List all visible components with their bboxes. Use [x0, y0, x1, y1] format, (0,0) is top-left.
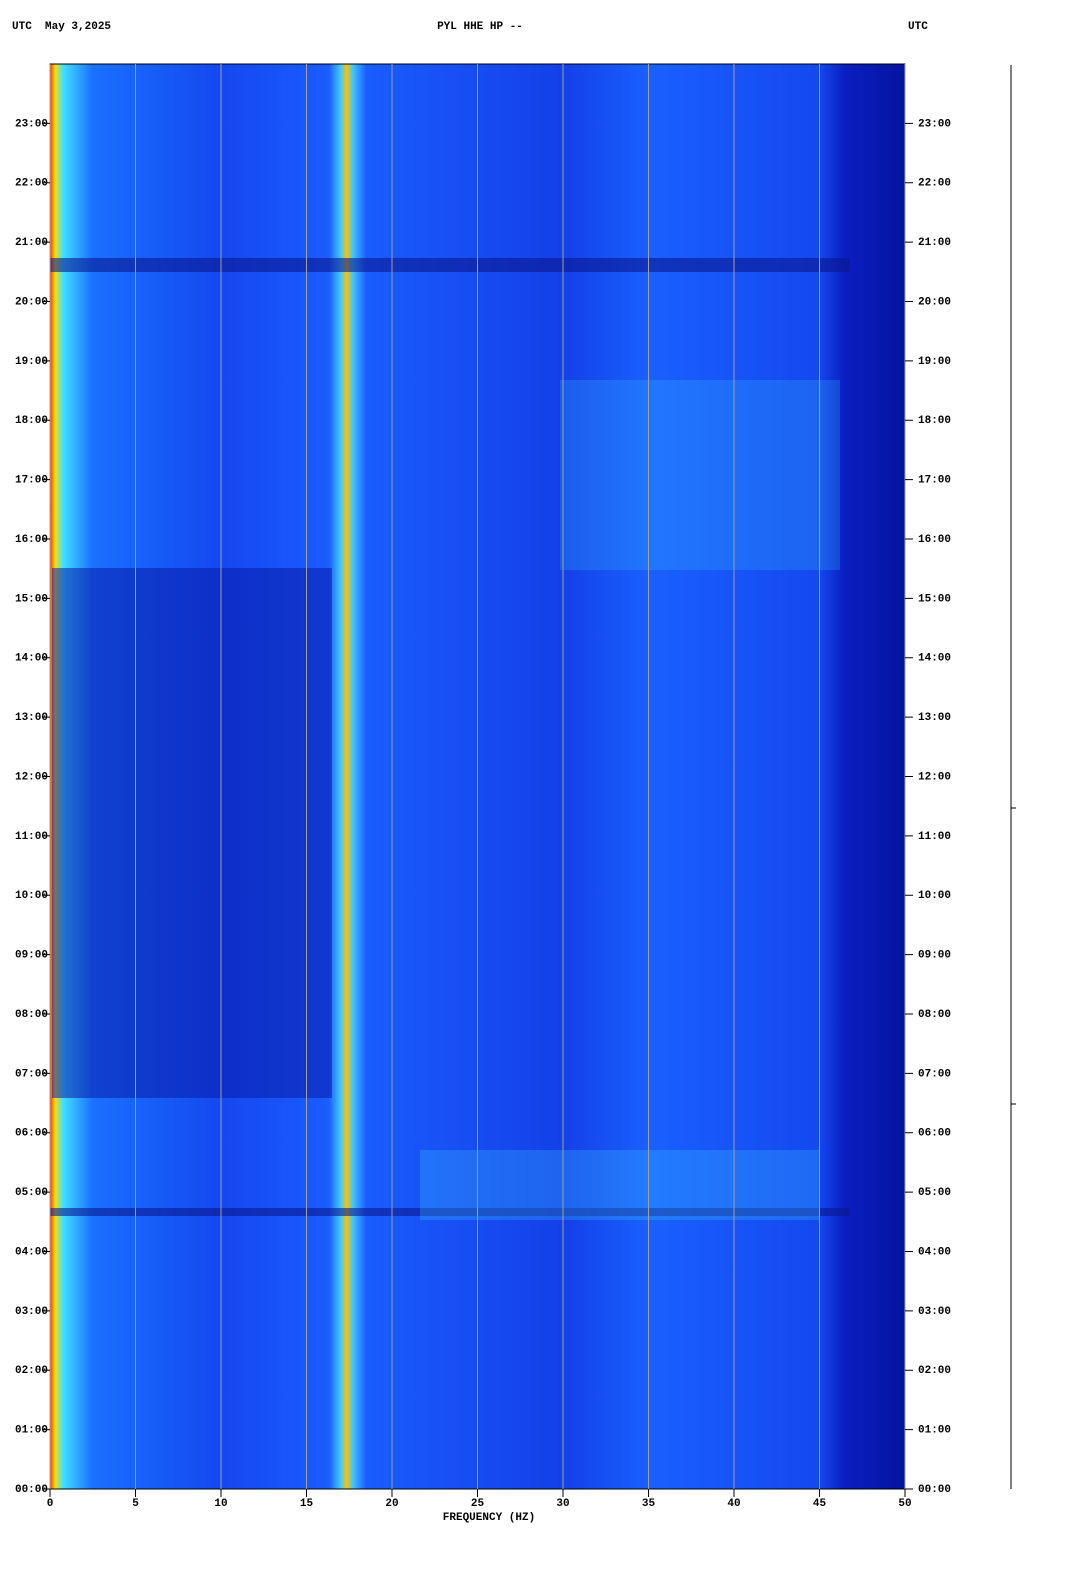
y-tick-label: 00:00 — [15, 1484, 48, 1496]
y-tick-label: 09:00 — [918, 950, 951, 962]
y-tick-label: 12:00 — [15, 771, 48, 783]
x-axis-label: FREQUENCY (HZ) — [443, 1512, 535, 1524]
y-tick-label: 13:00 — [918, 712, 951, 724]
y-tick-label: 04:00 — [15, 1246, 48, 1258]
y-tick-label: 11:00 — [15, 831, 48, 843]
x-tick-label: 30 — [556, 1498, 569, 1510]
y-tick-label: 13:00 — [15, 712, 48, 724]
y-tick-label: 02:00 — [15, 1365, 48, 1377]
x-tick-label: 45 — [813, 1498, 827, 1510]
y-tick-label: 01:00 — [15, 1425, 48, 1437]
x-tick-label: 0 — [47, 1498, 54, 1510]
y-tick-label: 00:00 — [918, 1484, 951, 1496]
y-tick-label: 17:00 — [15, 475, 48, 487]
y-tick-label: 14:00 — [918, 653, 951, 665]
y-tick-label: 05:00 — [918, 1187, 951, 1199]
y-tick-label: 14:00 — [15, 653, 48, 665]
x-tick-label: 25 — [471, 1498, 485, 1510]
y-tick-label: 07:00 — [918, 1068, 951, 1080]
x-tick-label: 10 — [214, 1498, 227, 1510]
title-left: UTC May 3,2025 — [12, 21, 111, 33]
y-tick-label: 06:00 — [15, 1128, 48, 1140]
y-tick-label: 17:00 — [918, 475, 951, 487]
x-tick-label: 40 — [727, 1498, 740, 1510]
x-tick-label: 50 — [898, 1498, 911, 1510]
y-tick-label: 18:00 — [918, 415, 951, 427]
y-tick-label: 19:00 — [15, 356, 48, 368]
y-tick-label: 22:00 — [15, 178, 48, 190]
x-tick-label: 15 — [300, 1498, 314, 1510]
y-tick-label: 10:00 — [15, 890, 48, 902]
y-tick-label: 10:00 — [918, 890, 951, 902]
y-tick-label: 15:00 — [918, 593, 951, 605]
y-tick-label: 06:00 — [918, 1128, 951, 1140]
x-tick-label: 35 — [642, 1498, 656, 1510]
y-tick-label: 12:00 — [918, 771, 951, 783]
y-tick-label: 09:00 — [15, 950, 48, 962]
y-tick-label: 08:00 — [15, 1009, 48, 1021]
y-tick-label: 20:00 — [918, 296, 951, 308]
y-tick-label: 18:00 — [15, 415, 48, 427]
y-tick-label: 21:00 — [918, 237, 951, 249]
y-tick-label: 23:00 — [918, 118, 951, 130]
y-tick-label: 03:00 — [15, 1306, 48, 1318]
y-tick-label: 20:00 — [15, 296, 48, 308]
y-tick-label: 19:00 — [918, 356, 951, 368]
y-tick-label: 21:00 — [15, 237, 48, 249]
y-tick-label: 15:00 — [15, 593, 48, 605]
title-right: UTC — [908, 21, 928, 33]
x-tick-label: 5 — [132, 1498, 139, 1510]
y-tick-label: 23:00 — [15, 118, 48, 130]
y-tick-label: 07:00 — [15, 1068, 48, 1080]
chart-title: PYL HHE HP -- — [437, 21, 523, 33]
y-tick-label: 11:00 — [918, 831, 951, 843]
y-tick-label: 22:00 — [918, 178, 951, 190]
y-tick-label: 03:00 — [918, 1306, 951, 1318]
y-tick-label: 05:00 — [15, 1187, 48, 1199]
y-tick-label: 08:00 — [918, 1009, 951, 1021]
y-tick-label: 02:00 — [918, 1365, 951, 1377]
y-tick-label: 04:00 — [918, 1246, 951, 1258]
y-tick-label: 16:00 — [918, 534, 951, 546]
y-tick-label: 16:00 — [15, 534, 48, 546]
x-tick-label: 20 — [385, 1498, 398, 1510]
y-tick-label: 01:00 — [918, 1425, 951, 1437]
